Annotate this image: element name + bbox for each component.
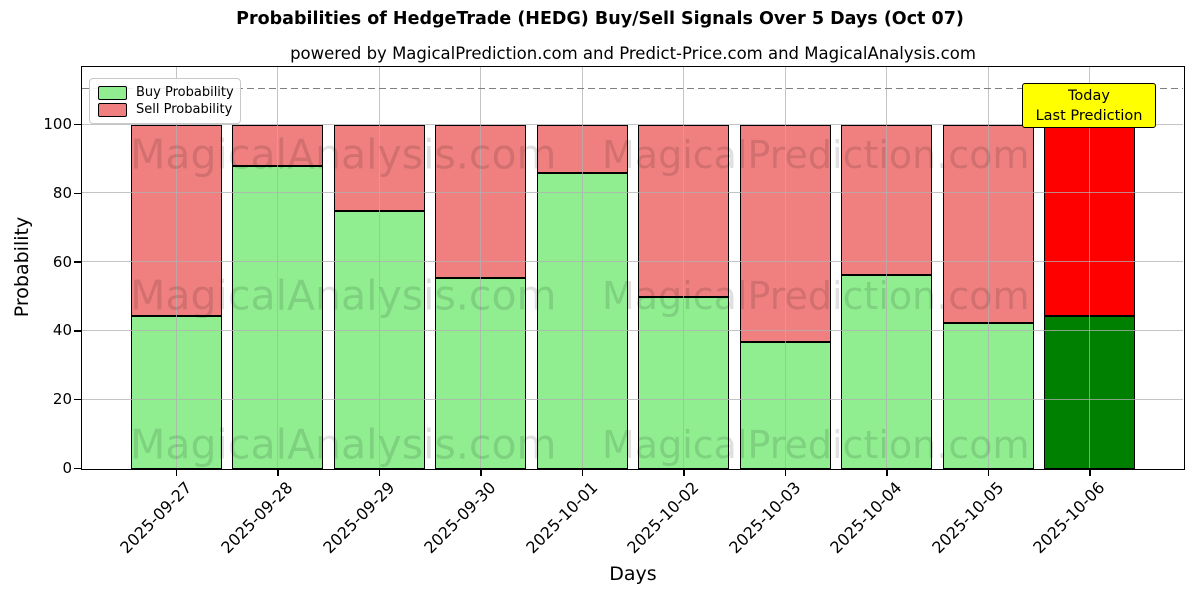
y-tick-mark [74, 398, 81, 401]
sell-legend-swatch [98, 102, 127, 117]
y-tick-mark [74, 330, 81, 332]
watermark-text: MagicalAnalysis.com [130, 271, 557, 319]
v-gridline [175, 67, 177, 468]
h-gridline [82, 261, 1183, 263]
y-axis-label: Probability [11, 216, 33, 318]
x-tick-mark [175, 470, 178, 476]
watermark-text: MagicalAnalysis.com [130, 130, 557, 178]
x-tick-label: 2025-10-03 [724, 478, 804, 558]
h-gridline [82, 192, 1183, 194]
y-tick-mark [74, 192, 81, 195]
x-tick-label: 2025-10-04 [826, 478, 906, 558]
x-tick-mark [581, 470, 584, 476]
v-gridline [886, 67, 887, 468]
v-gridline [581, 67, 583, 468]
buy-legend-label: Buy Probability [136, 85, 234, 100]
x-tick-label: 2025-09-28 [217, 478, 297, 558]
v-gridline [480, 67, 481, 468]
watermark-text: MagicalPrediction.com [602, 132, 1030, 177]
y-tick-mark [74, 261, 81, 263]
y-tick-label: 60 [52, 252, 72, 271]
v-gridline [277, 67, 278, 468]
legend-box: Buy Probability Sell Probability [89, 78, 241, 124]
h-gridline [82, 329, 1183, 331]
watermark-text: MagicalAnalysis.com [130, 420, 557, 468]
watermark-text: MagicalPrediction.com [602, 273, 1030, 318]
x-tick-mark [480, 470, 482, 476]
legend-row-sell: Sell Probability [98, 101, 232, 118]
chart-subtitle: powered by MagicalPrediction.com and Pre… [290, 44, 976, 63]
plot-inner: Buy Probability Sell Probability Magical… [82, 67, 1184, 469]
y-tick-mark [74, 123, 81, 126]
v-gridline [784, 67, 786, 468]
buy-legend-swatch [98, 85, 127, 100]
today-annotation-box: Today Last Prediction [1022, 83, 1156, 128]
x-tick-mark [987, 470, 990, 476]
legend-row-buy: Buy Probability [98, 84, 234, 101]
y-tick-label: 0 [62, 459, 72, 477]
x-tick-mark [784, 470, 787, 476]
y-tick-label: 20 [52, 390, 72, 409]
x-tick-mark [378, 470, 381, 476]
x-tick-label: 2025-10-02 [623, 478, 703, 558]
x-tick-mark [683, 470, 685, 476]
v-gridline [1089, 67, 1090, 468]
y-tick-label: 100 [43, 115, 72, 133]
plot-area: Buy Probability Sell Probability Magical… [81, 66, 1185, 470]
annotation-line-1: Today [1068, 87, 1110, 104]
x-tick-label: 2025-09-27 [115, 478, 195, 558]
threshold-dashed-line [82, 87, 1183, 90]
x-tick-label: 2025-10-05 [927, 478, 1007, 558]
annotation-line-2: Last Prediction [1035, 107, 1143, 124]
y-tick-mark [74, 467, 81, 470]
x-tick-label: 2025-10-01 [521, 478, 601, 558]
h-gridline [82, 398, 1183, 400]
x-tick-label: 2025-09-29 [318, 478, 398, 558]
v-gridline [987, 67, 989, 468]
x-tick-label: 2025-09-30 [420, 478, 500, 558]
watermark-text: MagicalPrediction.com [602, 422, 1030, 467]
chart-title: Probabilities of HedgeTrade (HEDG) Buy/S… [236, 9, 964, 29]
y-tick-label: 80 [52, 183, 72, 202]
x-tick-mark [277, 470, 279, 476]
x-tick-mark [1089, 470, 1091, 476]
h-gridline [82, 123, 1183, 125]
v-gridline [378, 67, 380, 468]
y-tick-label: 40 [52, 321, 72, 340]
x-tick-mark [886, 470, 888, 476]
x-tick-label: 2025-10-06 [1029, 478, 1109, 558]
sell-legend-label: Sell Probability [136, 102, 233, 117]
x-axis-label: Days [609, 563, 657, 585]
v-gridline [683, 67, 684, 468]
